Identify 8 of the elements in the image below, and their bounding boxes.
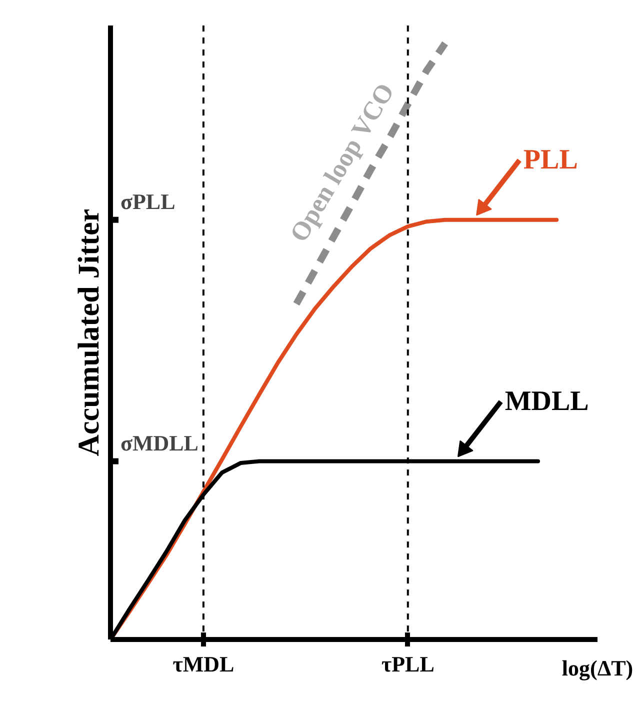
series-label: MDLL [504, 386, 589, 418]
y-axis-title: Accumulated Jitter [72, 208, 106, 456]
x-axis-title: log(ΔT) [562, 656, 634, 680]
x-tick-label: τMDL [172, 652, 234, 676]
ref-line-label: σMDLL [120, 430, 198, 456]
series-label: PLL [523, 144, 578, 176]
x-tick-label: τPLL [381, 652, 434, 676]
ref-line-label: σPLL [120, 188, 176, 214]
